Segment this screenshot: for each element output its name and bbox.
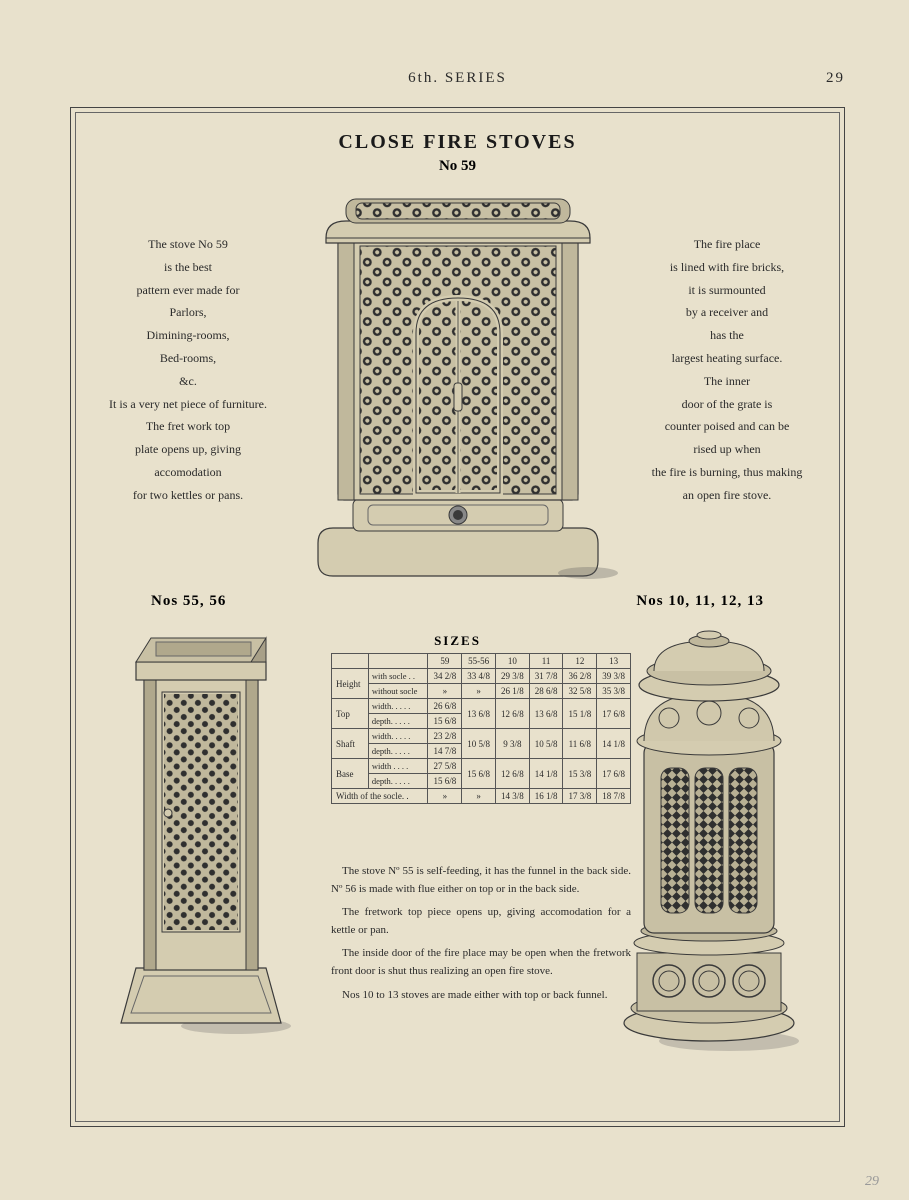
sizes-title: SIZES: [434, 633, 481, 649]
bottom-p2: The fretwork top piece opens up, giving …: [331, 904, 631, 939]
bottom-description: The stove Nº 55 is self-feeding, it has …: [331, 863, 631, 1010]
stove-10-13-illustration: [609, 613, 809, 1053]
stove-59-illustration: [298, 183, 618, 583]
bottom-p1: The stove Nº 55 is self-feeding, it has …: [331, 863, 631, 898]
label-nos-10-13: Nos 10, 11, 12, 13: [636, 593, 764, 610]
model-number: No 59: [76, 154, 839, 175]
stove-55-56-illustration: [106, 618, 296, 1038]
series-label: 6th. SERIES: [408, 70, 507, 86]
bottom-p3: The inside door of the fire place may be…: [331, 945, 631, 980]
right-description: The fire placeis lined with fire bricks,…: [637, 233, 817, 507]
label-nos-55-56: Nos 55, 56: [151, 593, 226, 610]
pencil-annotation: 29: [865, 1174, 879, 1190]
page-frame: CLOSE FIRE STOVES No 59: [70, 107, 845, 1127]
page-number: 29: [826, 70, 845, 87]
left-description: The stove No 59is the bestpattern ever m…: [98, 233, 278, 507]
sizes-table: 5955-5610111213Heightwith socle . .34 2/…: [331, 653, 631, 804]
bottom-p4: Nos 10 to 13 stoves are made either with…: [331, 987, 631, 1005]
main-title: CLOSE FIRE STOVES: [76, 113, 839, 154]
